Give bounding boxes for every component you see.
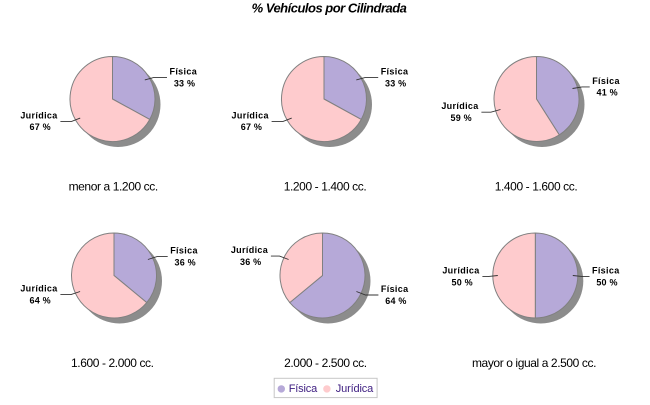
svg-text:Jurídica: Jurídica (20, 110, 58, 120)
svg-text:Física: Física (592, 266, 620, 276)
svg-text:Jurídica: Jurídica (441, 101, 479, 111)
svg-text:67 %: 67 % (30, 122, 51, 132)
svg-text:64 %: 64 % (30, 295, 51, 305)
svg-text:Física: Física (592, 76, 620, 86)
svg-text:Física: Física (381, 67, 409, 77)
svg-text:Física: Física (289, 383, 318, 395)
svg-text:64 %: 64 % (385, 296, 406, 306)
svg-text:36 %: 36 % (175, 257, 196, 267)
svg-text:36 %: 36 % (240, 257, 261, 267)
svg-text:50 %: 50 % (452, 277, 473, 287)
svg-text:Jurídica: Jurídica (336, 383, 374, 395)
svg-text:mayor o igual a 2.500 cc.: mayor o igual a 2.500 cc. (472, 356, 596, 370)
svg-text:Jurídica: Jurídica (231, 245, 269, 255)
svg-text:2.000 - 2.500 cc.: 2.000 - 2.500 cc. (284, 356, 367, 370)
svg-text:1.600 - 2.000 cc.: 1.600 - 2.000 cc. (71, 356, 154, 370)
svg-text:1.200 - 1.400 cc.: 1.200 - 1.400 cc. (284, 179, 367, 193)
svg-text:67 %: 67 % (241, 122, 262, 132)
svg-text:33 %: 33 % (174, 78, 195, 88)
svg-text:Jurídica: Jurídica (232, 110, 270, 120)
svg-text:1.400 - 1.600 cc.: 1.400 - 1.600 cc. (495, 179, 578, 193)
svg-text:Jurídica: Jurídica (20, 284, 58, 294)
svg-text:50 %: 50 % (596, 277, 617, 287)
svg-text:Física: Física (381, 284, 409, 294)
svg-text:Física: Física (170, 246, 198, 256)
svg-text:menor a 1.200 cc.: menor a 1.200 cc. (69, 179, 158, 193)
svg-text:Física: Física (169, 67, 197, 77)
svg-text:33 %: 33 % (385, 78, 406, 88)
svg-text:Jurídica: Jurídica (442, 266, 480, 276)
svg-text:41 %: 41 % (597, 88, 618, 98)
svg-text:% Vehículos por Cilindrada: % Vehículos por Cilindrada (252, 0, 407, 15)
svg-text:59 %: 59 % (451, 113, 472, 123)
